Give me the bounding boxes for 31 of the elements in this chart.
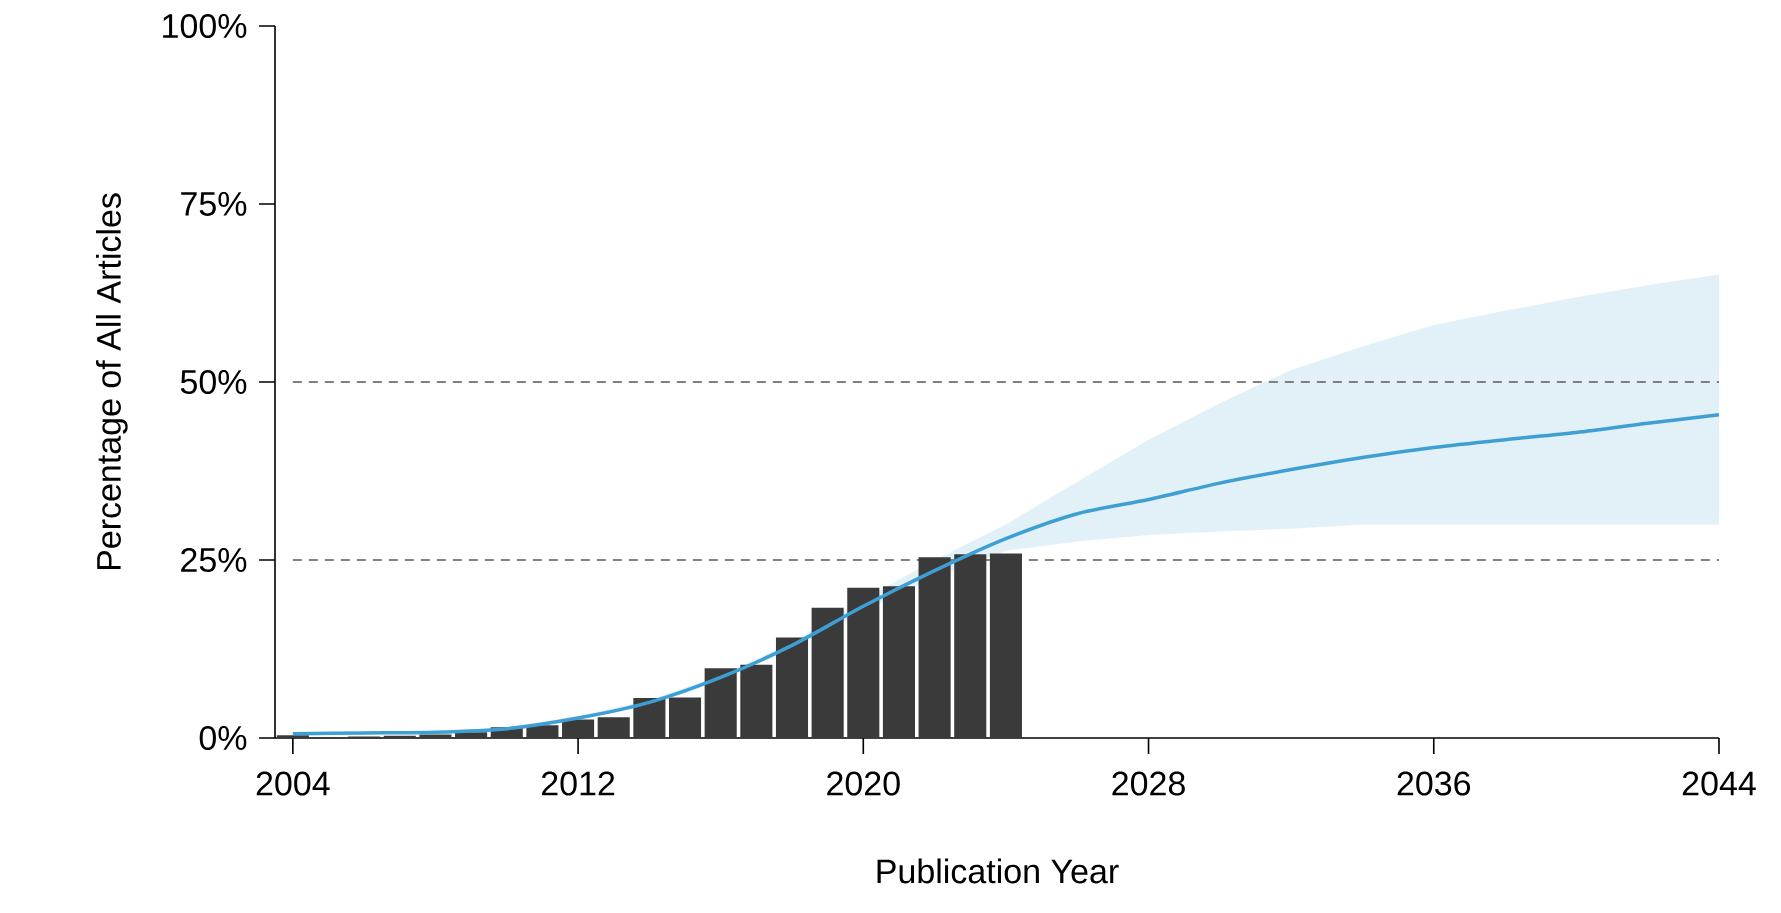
y-tick-label: 25% xyxy=(181,547,247,573)
y-tick-label: 100% xyxy=(163,13,247,39)
bar xyxy=(633,698,666,738)
y-axis-title: Percentage of All Articles xyxy=(95,193,128,570)
bar xyxy=(811,607,844,738)
bar xyxy=(276,735,309,738)
bar xyxy=(775,637,809,738)
x-tick-label: 2028 xyxy=(1112,771,1185,796)
bar xyxy=(562,719,595,738)
bar xyxy=(383,735,416,738)
line-series xyxy=(291,412,1721,736)
x-tick-label: 2020 xyxy=(827,771,900,796)
x-tick-label: 2004 xyxy=(256,771,330,796)
x-axis-title: Publication Year xyxy=(877,858,1119,884)
x-tick-label: 2044 xyxy=(1682,771,1756,796)
bar xyxy=(954,554,987,738)
bar xyxy=(526,725,559,738)
bar xyxy=(704,668,737,738)
bar xyxy=(847,587,880,738)
y-tick-label: 75% xyxy=(181,192,247,216)
bar xyxy=(918,557,951,738)
y-tick-label: 0% xyxy=(199,725,247,751)
x-tick-label: 2012 xyxy=(541,771,615,796)
bar xyxy=(989,553,1022,738)
x-tick-label: 2036 xyxy=(1397,771,1471,796)
bar xyxy=(419,734,452,738)
y-tick-label: 50% xyxy=(180,369,247,395)
bar xyxy=(740,664,773,738)
bar xyxy=(882,586,915,738)
bar xyxy=(597,717,630,738)
bar xyxy=(668,697,702,738)
